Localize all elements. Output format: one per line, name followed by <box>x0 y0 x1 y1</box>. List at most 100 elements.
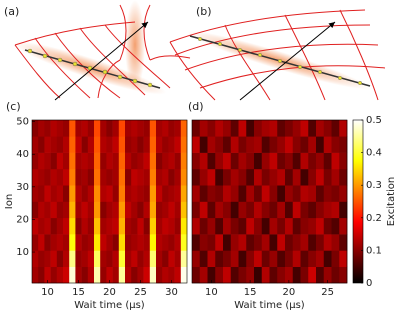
heatmap-cell <box>308 185 317 202</box>
heatmap-cell <box>277 136 286 153</box>
heatmap-cell <box>246 266 255 284</box>
heatmap-cell <box>131 234 138 251</box>
heatmap-cell <box>292 266 301 284</box>
heatmap-cell <box>331 136 340 153</box>
heatmap-cell <box>50 120 58 137</box>
heatmap-cell <box>143 250 151 267</box>
heatmap-cell <box>87 136 95 153</box>
heatmap-cell <box>277 234 286 251</box>
heatmap-cell <box>223 266 232 284</box>
heatmap-cell <box>316 168 325 186</box>
heatmap-cell <box>308 266 317 284</box>
heatmap-cell <box>215 234 224 251</box>
heatmap-cell <box>44 250 51 267</box>
heatmap-cell <box>238 152 247 170</box>
heatmap-cell <box>223 120 232 137</box>
heatmap-cell <box>192 136 201 153</box>
trap-diagram-b <box>169 9 386 101</box>
heatmap-cell <box>106 201 113 219</box>
heatmap-cell <box>94 234 101 251</box>
heatmap-cell <box>261 120 270 137</box>
heatmap-cell <box>285 136 294 153</box>
heatmap-cell <box>137 185 144 202</box>
heatmap-cell <box>300 250 309 267</box>
heatmap-cell <box>207 152 216 170</box>
heatmap-cell <box>69 168 76 186</box>
heatmap-cell <box>81 168 89 186</box>
heatmap-cell <box>94 152 101 170</box>
heatmap-cell <box>277 120 286 137</box>
heatmap-cell <box>50 185 58 202</box>
heatmap-cell <box>81 136 89 153</box>
heatmap-cell <box>192 266 201 284</box>
heatmap-cell <box>112 152 120 170</box>
heatmap-cell <box>230 152 239 170</box>
heatmap-cell <box>125 120 132 137</box>
heatmap-cell <box>112 234 120 251</box>
heatmap-cell <box>308 217 317 235</box>
heatmap-cell <box>112 120 120 137</box>
heatmap-cell <box>100 234 107 251</box>
heatmap-cell <box>75 250 82 267</box>
heatmap-cell <box>38 152 45 170</box>
heatmap-cell <box>156 120 163 137</box>
y-tick-label: 10 <box>16 247 29 258</box>
heatmap-cell <box>261 250 270 267</box>
heatmap-cell <box>44 120 51 137</box>
heatmap-cell <box>316 201 325 219</box>
x-tick-label: 25 <box>321 287 334 298</box>
heatmap-cell <box>87 234 95 251</box>
heatmap-cell <box>56 234 64 251</box>
heatmap-cell <box>223 136 232 153</box>
heatmap-cell <box>180 201 188 219</box>
heatmap-cell <box>215 185 224 202</box>
heatmap-cell <box>69 120 76 137</box>
heatmap-cell <box>277 152 286 170</box>
heatmap-cell <box>149 266 157 284</box>
heatmap-cell <box>44 168 51 186</box>
heatmap-cell <box>174 120 182 137</box>
heatmap-cell <box>32 168 39 186</box>
heatmap-cell <box>254 266 263 284</box>
heatmap-cell <box>156 152 163 170</box>
heatmap-cell <box>69 201 76 219</box>
heatmap-cell <box>308 201 317 219</box>
heatmap-cell <box>223 250 232 267</box>
heatmap-cell <box>118 217 126 235</box>
heatmap-cell <box>269 217 278 235</box>
heatmap-cell <box>38 120 45 137</box>
heatmap-cell <box>339 250 348 267</box>
heatmap-cell <box>246 234 255 251</box>
heatmap-cell <box>143 185 151 202</box>
heatmap-cell <box>94 217 101 235</box>
heatmap-cell <box>254 136 263 153</box>
heatmap-cell <box>300 201 309 219</box>
heatmap-cell <box>316 185 325 202</box>
heatmap-cell <box>254 152 263 170</box>
heatmap-cell <box>131 136 138 153</box>
heatmap-cell <box>75 120 82 137</box>
heatmap-cell <box>192 234 201 251</box>
heatmap-cell <box>199 120 208 137</box>
heatmap-cell <box>32 201 39 219</box>
heatmap-cell <box>254 217 263 235</box>
heatmap-cell <box>63 234 70 251</box>
heatmap-cell <box>254 250 263 267</box>
heatmap-cell <box>168 136 175 153</box>
heatmap-cell <box>38 266 45 284</box>
colorbar-tick-label: 0.5 <box>366 115 382 126</box>
heatmap-cell <box>44 201 51 219</box>
trap-diagram-a <box>13 0 191 101</box>
heatmap-cell <box>174 136 182 153</box>
heatmap-cell <box>106 266 113 284</box>
heatmap-cell <box>199 136 208 153</box>
heatmap-cell <box>168 234 175 251</box>
heatmap-cell <box>192 250 201 267</box>
heatmap-cell <box>38 168 45 186</box>
heatmap-cell <box>215 250 224 267</box>
heatmap-cell <box>75 152 82 170</box>
heatmap-cell <box>331 185 340 202</box>
heatmap-cell <box>215 217 224 235</box>
heatmap-cell <box>292 168 301 186</box>
heatmap-cell <box>50 201 58 219</box>
